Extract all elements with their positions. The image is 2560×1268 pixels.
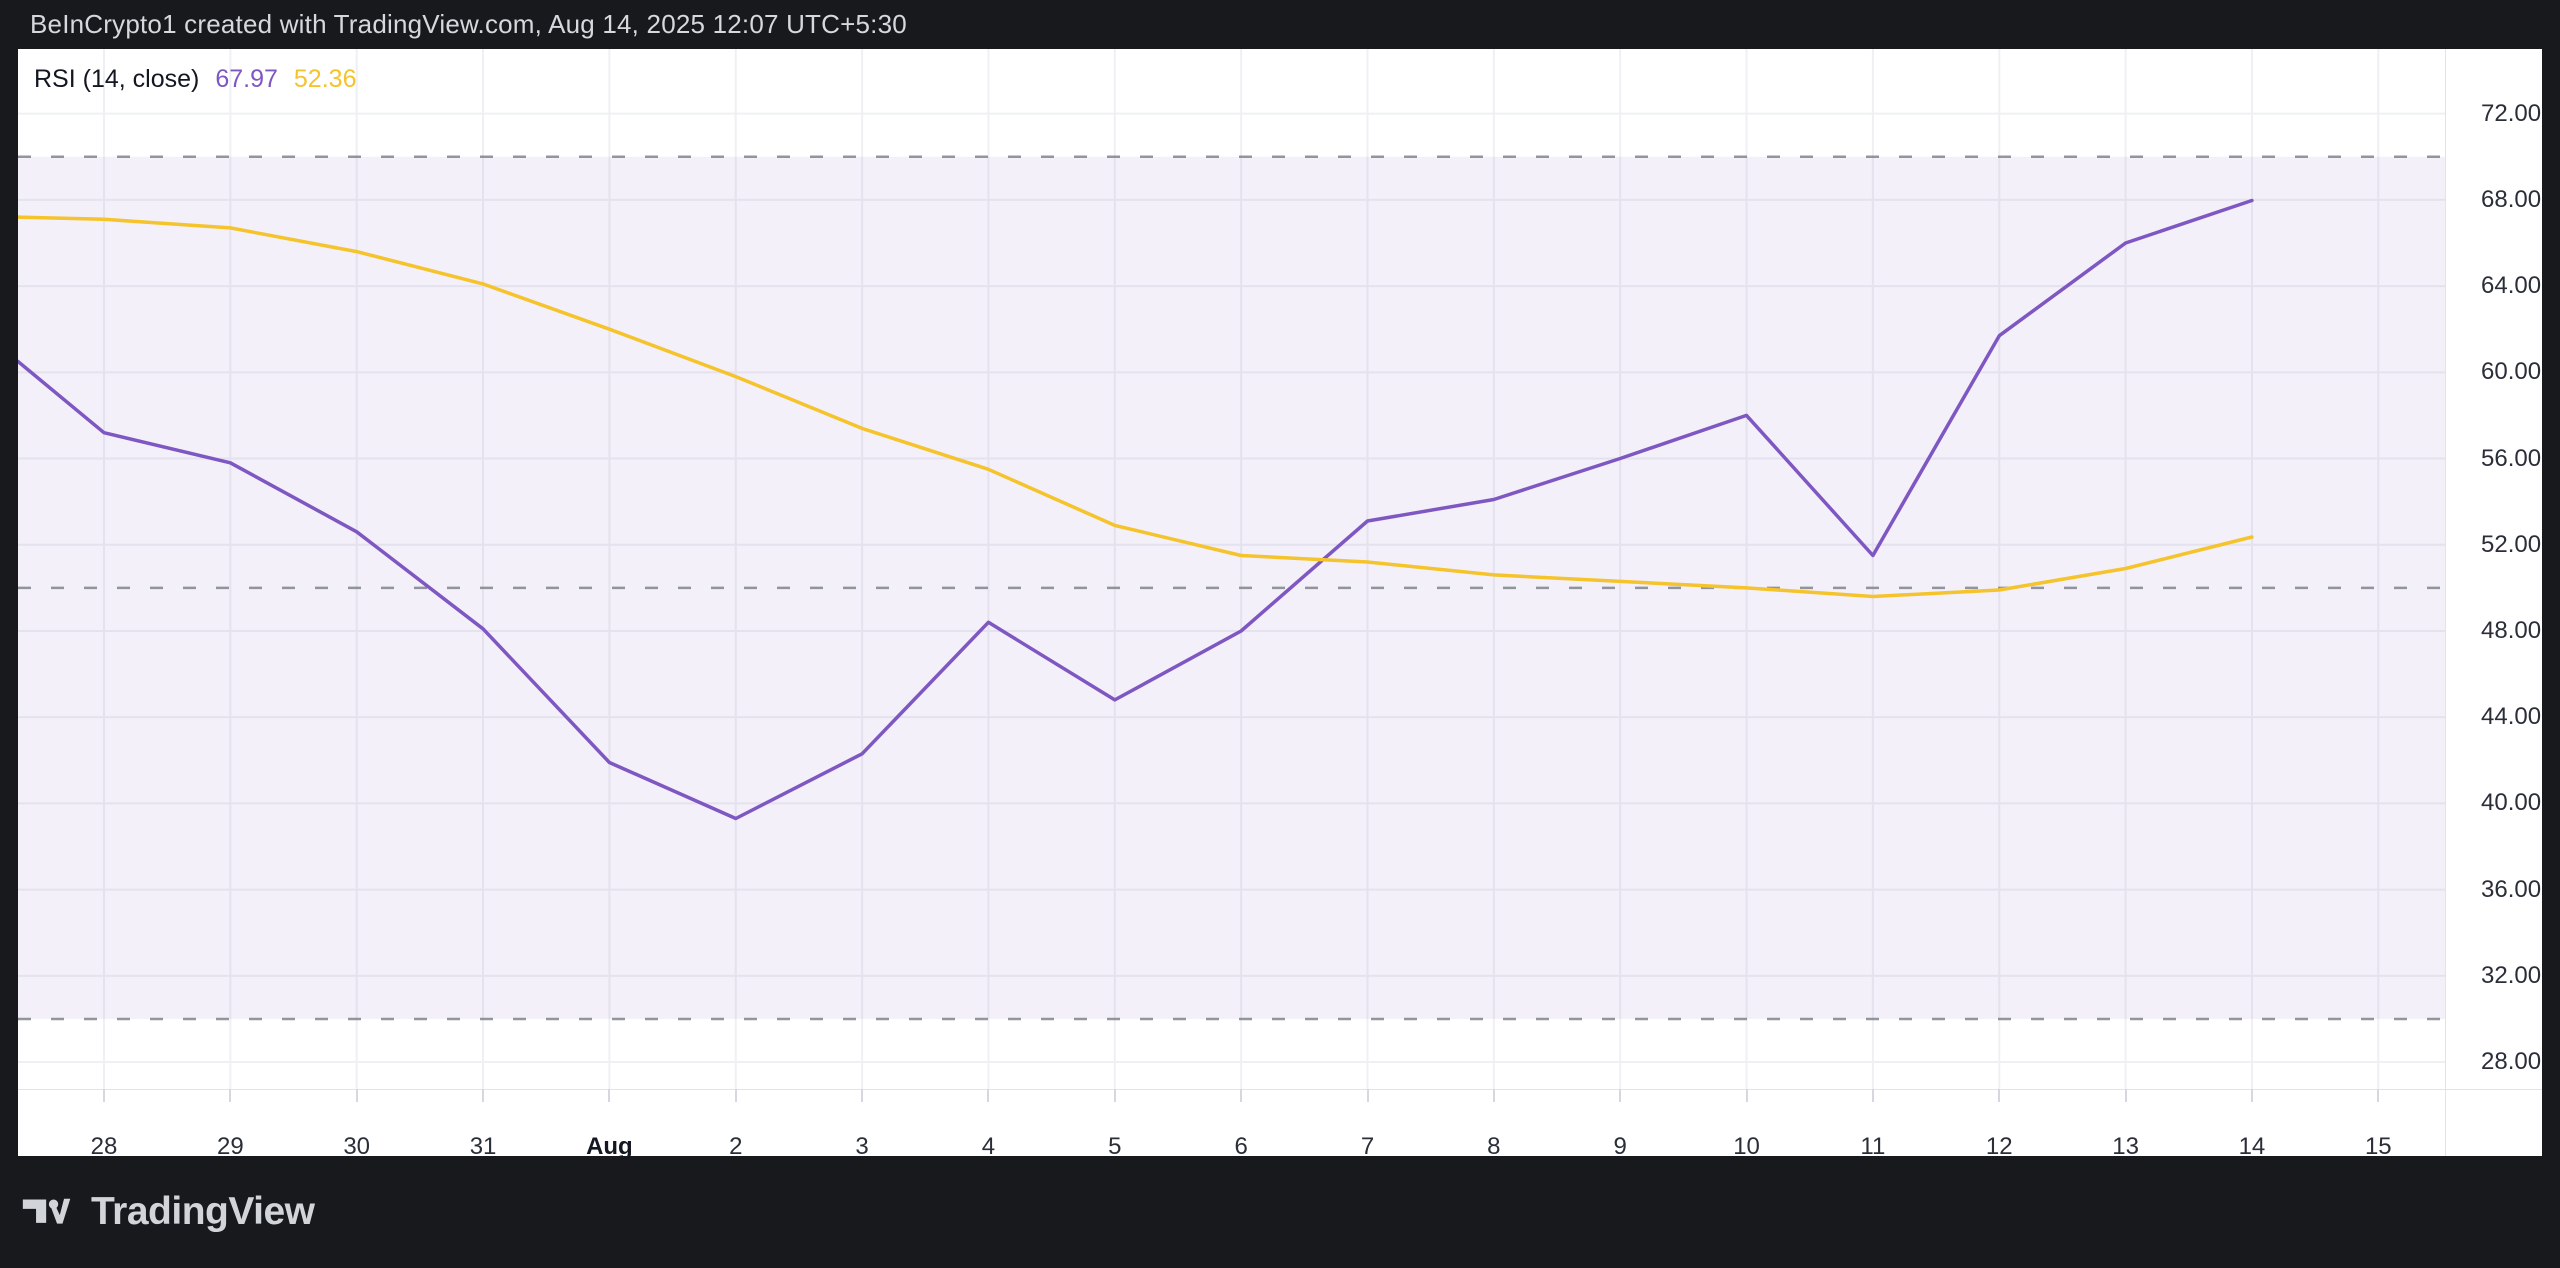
time-axis-label: 7 xyxy=(1360,1133,1375,1160)
time-axis-label: 11 xyxy=(1860,1133,1886,1160)
chart-title: BeInCrypto1 created with TradingView.com… xyxy=(30,9,907,39)
time-axis-tick xyxy=(103,1089,105,1102)
time-axis-label: 8 xyxy=(1487,1133,1501,1160)
time-axis-tick xyxy=(1619,1089,1622,1102)
price-axis-label: 28.00 xyxy=(2481,1048,2542,1076)
time-axis-tick xyxy=(2250,1089,2253,1102)
time-axis-label: 15 xyxy=(2364,1133,2392,1160)
rsi-ma-line xyxy=(18,215,2254,599)
time-axis-border xyxy=(18,1089,2542,1090)
time-axis-tick xyxy=(608,1089,611,1102)
time-axis-tick xyxy=(355,1089,358,1102)
time-axis-label: Aug xyxy=(586,1133,633,1160)
title-bar: BeInCrypto1 created with TradingView.com… xyxy=(0,0,2560,49)
time-axis-tick xyxy=(2377,1089,2380,1102)
time-axis-label: 29 xyxy=(216,1133,244,1160)
time-axis-tick xyxy=(734,1089,737,1102)
rsi-chart-canvas[interactable] xyxy=(18,49,2445,1089)
price-axis-label: 72.00 xyxy=(2481,99,2542,127)
time-axis-label: 4 xyxy=(981,1133,996,1160)
time-axis-tick xyxy=(1871,1089,1874,1102)
price-axis-label: 36.00 xyxy=(2481,875,2542,903)
time-axis-tick xyxy=(1745,1089,1748,1102)
time-axis-label: 2 xyxy=(729,1133,743,1160)
time-axis-label: 31 xyxy=(469,1133,497,1160)
rsi-line xyxy=(18,198,2254,821)
time-axis-label: 13 xyxy=(2112,1133,2139,1160)
time-axis-tick xyxy=(1998,1089,2001,1102)
time-axis-label: 6 xyxy=(1234,1133,1248,1160)
indicator-legend[interactable]: RSI (14, close) 67.97 52.36 xyxy=(34,65,356,94)
indicator-name: RSI (14, close) xyxy=(34,65,200,93)
time-axis-label: 12 xyxy=(1985,1133,2013,1160)
price-axis-label: 52.00 xyxy=(2481,530,2542,558)
time-axis-tick xyxy=(2124,1089,2127,1102)
tradingview-logo-icon[interactable] xyxy=(22,1198,75,1226)
time-axis-label: 3 xyxy=(855,1133,869,1160)
time-axis-label: 10 xyxy=(1733,1133,1760,1160)
time-axis-tick xyxy=(1366,1089,1369,1102)
price-axis-label: 68.00 xyxy=(2481,185,2542,213)
rsi-ma-value: 52.36 xyxy=(293,65,357,93)
price-axis-label: 60.00 xyxy=(2481,358,2542,386)
time-axis-label: 9 xyxy=(1613,1133,1627,1160)
rsi-value: 67.97 xyxy=(215,65,278,93)
time-axis-tick xyxy=(1240,1089,1243,1102)
time-axis-tick xyxy=(861,1089,864,1102)
time-axis-tick xyxy=(987,1089,990,1102)
time-axis-tick xyxy=(1113,1089,1116,1102)
time-axis-tick xyxy=(1492,1089,1495,1102)
footer: TradingView xyxy=(22,1190,315,1234)
price-axis-border xyxy=(2445,49,2446,1156)
time-axis-tick xyxy=(482,1089,485,1102)
price-axis-label: 32.00 xyxy=(2481,961,2542,989)
time-axis-tick xyxy=(229,1089,232,1102)
time-axis-label: 30 xyxy=(343,1133,371,1160)
price-axis-label: 64.00 xyxy=(2481,272,2542,300)
price-axis-label: 48.00 xyxy=(2481,616,2542,644)
chart-pane[interactable]: RSI (14, close) 67.97 52.36 72.00 68.00 64… xyxy=(18,49,2542,1160)
price-axis-label: 44.00 xyxy=(2481,703,2542,731)
price-axis-label: 56.00 xyxy=(2481,444,2542,472)
time-axis-label: 5 xyxy=(1108,1133,1122,1160)
tradingview-brand-text[interactable]: TradingView xyxy=(91,1190,315,1233)
time-axis-label: 14 xyxy=(2238,1133,2266,1160)
price-axis-label: 40.00 xyxy=(2481,789,2542,817)
time-axis-label: 28 xyxy=(90,1133,118,1160)
